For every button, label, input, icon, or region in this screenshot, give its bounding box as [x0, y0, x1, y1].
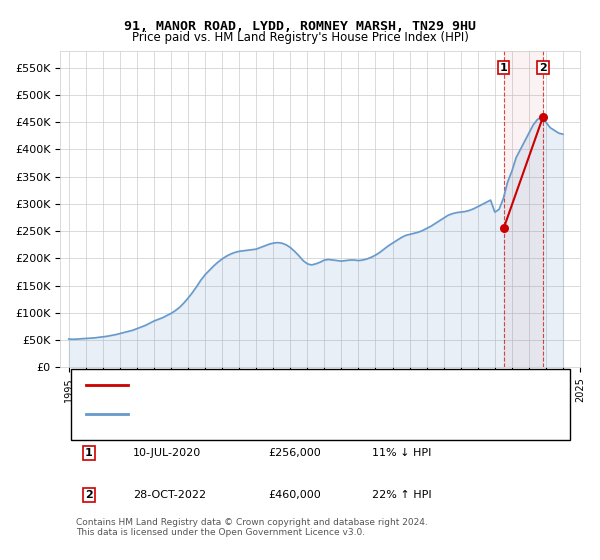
Text: 2: 2 [85, 490, 92, 500]
Point [538, 112, 548, 121]
Text: £460,000: £460,000 [268, 490, 321, 500]
Text: 91, MANOR ROAD, LYDD, ROMNEY MARSH, TN29 9HU (semi-detached house): 91, MANOR ROAD, LYDD, ROMNEY MARSH, TN29… [138, 380, 523, 390]
Point [499, 223, 509, 232]
Text: 1: 1 [85, 447, 92, 458]
Text: 91, MANOR ROAD, LYDD, ROMNEY MARSH, TN29 9HU: 91, MANOR ROAD, LYDD, ROMNEY MARSH, TN29… [124, 20, 476, 32]
Text: 11% ↓ HPI: 11% ↓ HPI [372, 447, 431, 458]
Text: Contains HM Land Registry data © Crown copyright and database right 2024.
This d: Contains HM Land Registry data © Crown c… [76, 517, 428, 537]
Text: 22% ↑ HPI: 22% ↑ HPI [372, 490, 432, 500]
Text: 1: 1 [500, 63, 508, 73]
Text: 10-JUL-2020: 10-JUL-2020 [133, 447, 201, 458]
Bar [504, 52, 543, 367]
FancyBboxPatch shape [71, 369, 569, 440]
Text: Price paid vs. HM Land Registry's House Price Index (HPI): Price paid vs. HM Land Registry's House … [131, 31, 469, 44]
Text: £256,000: £256,000 [268, 447, 321, 458]
Text: 2: 2 [539, 63, 547, 73]
Text: HPI: Average price, semi-detached house, Folkestone and Hythe: HPI: Average price, semi-detached house,… [138, 408, 458, 418]
Text: 28-OCT-2022: 28-OCT-2022 [133, 490, 206, 500]
